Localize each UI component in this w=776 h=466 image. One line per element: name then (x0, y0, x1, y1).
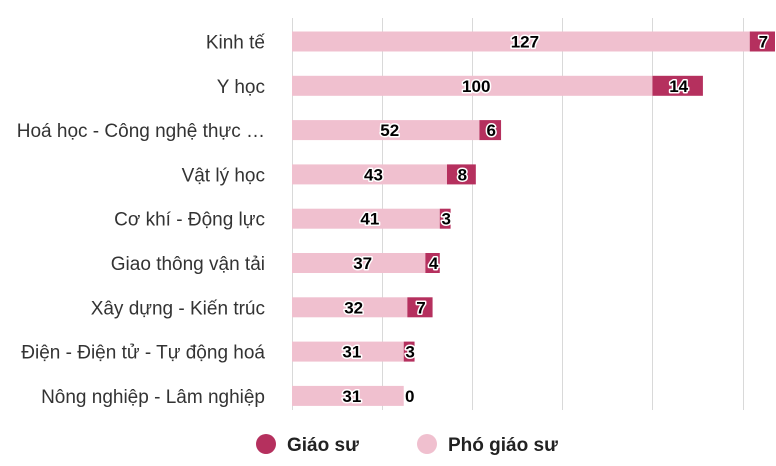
category-labels: Kinh tế Y học Hoá học - Công nghệ thực … Vậ… (17, 33, 266, 408)
bar-pho-giao-su (292, 208, 440, 229)
value-label-pho-giao-su: 41 (360, 210, 379, 229)
bar-pho-giao-su (292, 297, 408, 318)
value-label-giao-su: 7 (759, 33, 768, 52)
value-label-giao-su: 0 (405, 387, 414, 406)
value-label-pho-giao-su: 43 (364, 165, 383, 184)
category-label: Hoá học - Công nghệ thực … (17, 121, 265, 142)
category-label: Cơ khí - Động lực (114, 210, 265, 231)
legend-marker-pho-giao-su (417, 434, 437, 454)
value-label-pho-giao-su: 37 (353, 254, 372, 273)
bar-giao-su (425, 253, 440, 273)
bars (292, 31, 775, 406)
value-label-pho-giao-su: 31 (342, 387, 361, 406)
value-label-pho-giao-su: 100 (462, 77, 490, 96)
category-label: Nông nghiệp - Lâm nghiệp (41, 387, 265, 408)
value-label-pho-giao-su: 32 (344, 298, 363, 317)
value-label-giao-su: 14 (669, 77, 688, 96)
bar-pho-giao-su (292, 120, 480, 141)
value-label-pho-giao-su: 127 (511, 33, 539, 52)
bar-pho-giao-su (292, 75, 653, 96)
value-labels: 127 7 100 14 52 6 43 8 41 3 37 4 32 7 31 3 31 0 (341, 31, 770, 407)
value-label-giao-su: 8 (458, 165, 467, 184)
bar-giao-su (407, 297, 433, 318)
bar-giao-su (749, 31, 775, 52)
bar-pho-giao-su (292, 164, 447, 185)
bar-giao-su (403, 341, 415, 362)
bar-giao-su (479, 120, 502, 141)
legend-label-pho-giao-su: Phó giáo sư (448, 435, 558, 456)
value-label-giao-su: 4 (429, 254, 439, 273)
category-label: Vật lý học (182, 165, 265, 186)
legend-label-giao-su: Giáo sư (287, 435, 359, 456)
bar-giao-su (652, 75, 703, 96)
bar-pho-giao-su (292, 385, 404, 406)
bar-giao-su (446, 164, 476, 185)
legend: Giáo sư Phó giáo sư (256, 434, 558, 456)
value-label-pho-giao-su: 52 (380, 121, 399, 140)
legend-marker-giao-su (256, 434, 276, 454)
category-label: Kinh tế (206, 33, 266, 54)
value-label-giao-su: 6 (487, 121, 496, 140)
bar-pho-giao-su (292, 31, 750, 52)
bar-giao-su (439, 208, 451, 229)
category-label: Giao thông vận tải (111, 254, 265, 275)
category-label: Y học (217, 77, 265, 98)
value-label-giao-su: 3 (441, 210, 450, 229)
bar-pho-giao-su (292, 253, 426, 273)
value-label-giao-su: 3 (405, 343, 414, 362)
category-label: Điện - Điện tử - Tự động hoá (21, 343, 265, 364)
value-label-pho-giao-su: 31 (342, 343, 361, 362)
bar-pho-giao-su (292, 341, 404, 362)
value-label-giao-su: 7 (416, 298, 425, 317)
category-label: Xây dựng - Kiến trúc (91, 298, 265, 319)
